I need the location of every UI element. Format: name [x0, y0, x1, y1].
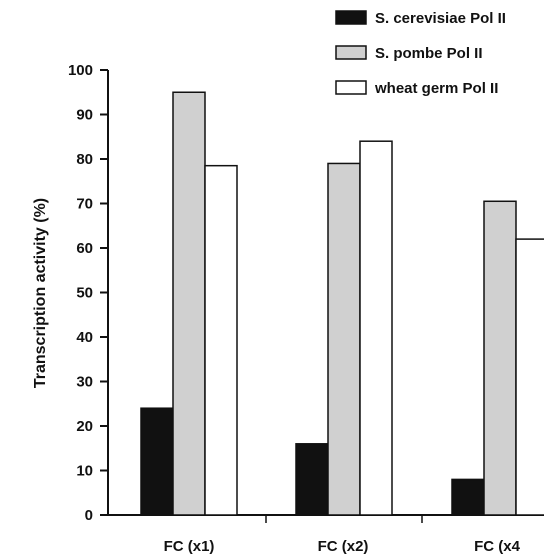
bar-pombe — [327, 162, 361, 516]
y-tick-label: 20 — [76, 418, 93, 435]
x-category-label: FC (x2) — [318, 538, 369, 555]
bar-pombe — [172, 91, 206, 516]
bar-pombe — [483, 200, 517, 516]
x-category-label: FC (x1) — [164, 538, 215, 555]
y-tick-label: 80 — [76, 151, 93, 168]
bar-cerevisiae — [295, 443, 329, 516]
legend-swatch — [335, 45, 367, 60]
legend-swatch — [335, 10, 367, 25]
legend-label: wheat germ Pol II — [374, 80, 498, 97]
x-ticks: FC (x1) FC (x2) FC (x4 — [164, 515, 521, 555]
y-tick-label: 30 — [76, 374, 93, 391]
y-tick-label: 50 — [76, 285, 93, 302]
y-tick-label: 70 — [76, 196, 93, 213]
y-tick-label: 60 — [76, 240, 93, 257]
x-category-label: FC (x4 — [474, 538, 521, 555]
bar-wheat-germ — [359, 140, 393, 516]
bars — [140, 91, 544, 516]
y-tick-label: 10 — [76, 463, 93, 480]
y-tick-label: 0 — [85, 507, 93, 524]
y-tick-label: 40 — [76, 329, 93, 346]
y-tick-label: 90 — [76, 107, 93, 124]
bar-wheat-germ — [515, 238, 544, 516]
legend-swatch — [335, 80, 367, 95]
bar-wheat-germ — [204, 164, 238, 516]
legend-label: S. cerevisiae Pol II — [375, 10, 506, 27]
bar-cerevisiae — [140, 407, 174, 516]
bar-cerevisiae — [451, 478, 485, 516]
legend-label: S. pombe Pol II — [375, 45, 483, 62]
y-axis-title: Transcription activity (%) — [32, 198, 49, 388]
y-ticks: 0 10 20 30 40 50 60 70 80 90 100 — [68, 62, 108, 524]
legend: S. cerevisiae Pol II S. pombe Pol II wheat… — [335, 10, 506, 97]
y-tick-label: 100 — [68, 62, 93, 79]
